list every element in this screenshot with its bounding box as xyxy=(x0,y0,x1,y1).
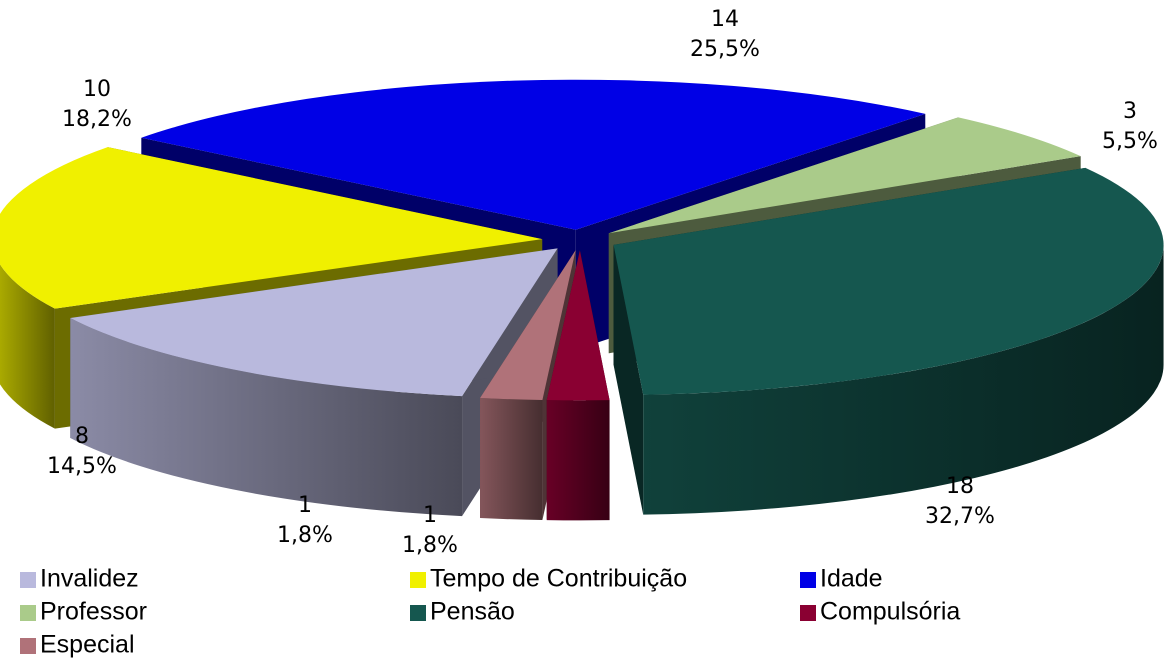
legend-label: Especial xyxy=(40,631,135,659)
slice-top xyxy=(0,147,543,309)
legend-label: Tempo de Contribuição xyxy=(430,565,687,593)
legend-label: Compulsória xyxy=(820,598,960,626)
legend-swatch xyxy=(20,572,36,588)
value-label: 8 xyxy=(75,424,89,449)
value-label: 1 xyxy=(423,503,437,528)
slice xyxy=(613,167,1164,515)
percent-label: 14,5% xyxy=(47,454,117,479)
legend-swatch xyxy=(800,605,816,621)
value-label: 14 xyxy=(711,7,739,32)
slice-wall xyxy=(643,244,1164,515)
legend-label: Professor xyxy=(40,598,147,626)
legend-label: Invalidez xyxy=(40,565,139,593)
slice-top xyxy=(70,248,558,397)
percent-label: 18,2% xyxy=(62,107,132,132)
legend-swatch xyxy=(410,572,426,588)
legend-label: Idade xyxy=(820,565,883,593)
legend-swatch xyxy=(20,638,36,654)
legend-swatch xyxy=(410,605,426,621)
slice-top xyxy=(141,79,926,230)
value-label: 1 xyxy=(298,493,312,518)
slice-wall xyxy=(70,317,463,517)
legend-swatch xyxy=(20,605,36,621)
slice-wall xyxy=(546,400,610,521)
slice-side xyxy=(613,244,644,515)
slice-top xyxy=(608,117,1081,234)
slice-wall xyxy=(0,264,55,429)
value-label: 18 xyxy=(946,474,974,499)
percent-label: 1,8% xyxy=(402,533,458,558)
legend-swatch xyxy=(800,572,816,588)
slice-wall xyxy=(480,398,543,521)
percent-label: 32,7% xyxy=(925,504,995,529)
slice xyxy=(546,250,610,521)
value-label: 10 xyxy=(83,77,111,102)
percent-label: 1,8% xyxy=(277,523,333,548)
percent-label: 5,5% xyxy=(1102,129,1158,154)
slice-top xyxy=(613,167,1164,395)
value-label: 3 xyxy=(1123,99,1137,124)
legend-label: Pensão xyxy=(430,598,515,626)
slice-top xyxy=(480,250,576,401)
percent-label: 25,5% xyxy=(690,37,760,62)
slice-top xyxy=(546,250,610,401)
